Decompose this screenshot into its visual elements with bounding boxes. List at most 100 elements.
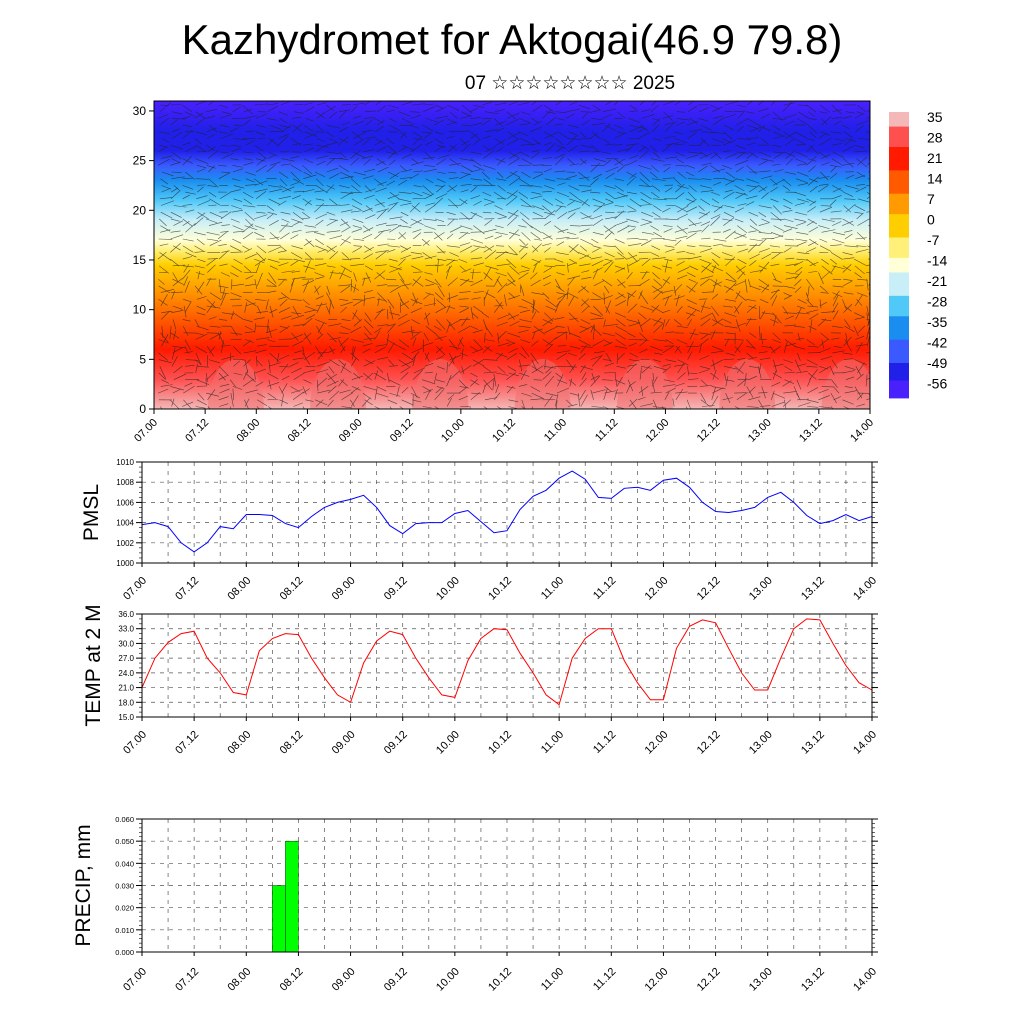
colorbar-cell bbox=[889, 234, 909, 238]
warm-cell bbox=[207, 359, 264, 409]
x-tick-label: 07.12 bbox=[173, 729, 201, 757]
x-tick-label: 11.12 bbox=[591, 575, 618, 602]
colorbar-cell bbox=[889, 237, 909, 241]
colorbar-cell bbox=[889, 255, 909, 259]
colorbar-cell bbox=[889, 298, 909, 303]
colorbar-cell bbox=[889, 330, 909, 335]
y-tick-label: 0.050 bbox=[115, 837, 134, 846]
y-tick-label: 21.0 bbox=[118, 684, 134, 693]
colorbar-cell bbox=[889, 260, 909, 265]
warm-cell bbox=[310, 359, 367, 409]
x-tick-label: 14.00 bbox=[851, 729, 879, 757]
colorbar: 35 28 21 14 7 0 -7 -14 -21 -28 -35 -42 -49 -56 bbox=[889, 109, 947, 399]
colorbar-cell bbox=[889, 354, 909, 358]
x-tick-label: 10.12 bbox=[490, 417, 518, 445]
x-tick-label: 11.12 bbox=[593, 417, 620, 444]
colorbar-cell bbox=[889, 149, 909, 154]
x-tick-label: 10.00 bbox=[434, 729, 462, 757]
y-tick-label: 1008 bbox=[116, 478, 134, 487]
colorbar-cell bbox=[889, 214, 909, 218]
y-tick-label: 20 bbox=[133, 203, 147, 217]
colorbar-cell bbox=[889, 164, 909, 168]
x-tick-label: 11.00 bbox=[542, 417, 569, 444]
y-tick-label: 1002 bbox=[116, 539, 134, 548]
x-tick-label: 10.00 bbox=[434, 575, 462, 603]
colorbar-cell bbox=[889, 275, 909, 279]
colorbar-cell bbox=[889, 240, 909, 244]
y-tick-label: 36.0 bbox=[118, 610, 134, 619]
x-tick-label: 08.00 bbox=[225, 966, 253, 994]
x-tick-label: 14.00 bbox=[851, 966, 879, 994]
precip-bar bbox=[272, 885, 286, 953]
x-tick-label: 12.00 bbox=[643, 966, 671, 994]
colorbar-cell bbox=[889, 170, 909, 174]
colorbar-cell bbox=[889, 173, 909, 177]
x-tick-label: 07.12 bbox=[183, 417, 211, 445]
y-tick-label: 1004 bbox=[116, 519, 134, 528]
colorbar-cell bbox=[889, 362, 909, 367]
colorbar-cell bbox=[889, 351, 909, 355]
colorbar-cell bbox=[889, 144, 909, 148]
colorbar-cell bbox=[889, 310, 909, 314]
colorbar-cell bbox=[889, 292, 909, 297]
colorbar-cell bbox=[889, 284, 909, 288]
colorbar-cell bbox=[889, 158, 909, 163]
x-tick-label: 08.12 bbox=[278, 966, 306, 994]
x-tick-label: 09.12 bbox=[382, 729, 410, 757]
y-tick-label: 0.040 bbox=[115, 859, 134, 868]
colorbar-cell bbox=[889, 155, 909, 160]
colorbar-cell bbox=[889, 301, 909, 306]
warm-cell bbox=[616, 359, 673, 409]
colorbar-cell bbox=[889, 389, 909, 393]
colorbar-cell bbox=[889, 336, 909, 341]
x-tick-label: 10.00 bbox=[439, 417, 467, 445]
colorbar-cell bbox=[889, 135, 909, 139]
colorbar-label: 28 bbox=[927, 130, 943, 146]
y-tick-label: 0.000 bbox=[115, 948, 134, 957]
x-tick-label: 08.00 bbox=[234, 417, 262, 445]
x-tick-label: 13.00 bbox=[746, 417, 774, 445]
colorbar-cell bbox=[889, 217, 909, 221]
x-tick-label: 09.12 bbox=[382, 966, 410, 994]
x-tick-label: 08.12 bbox=[278, 729, 306, 757]
temperature-panel: 15.0 18.0 21.0 24.0 27.0 30.0 33.0 36.0 07.00 07.… bbox=[82, 604, 879, 756]
colorbar-cell bbox=[889, 167, 909, 171]
y-tick-label: 0.010 bbox=[115, 926, 134, 935]
colorbar-cell bbox=[889, 231, 909, 235]
colorbar-cell bbox=[889, 307, 909, 311]
x-tick-label: 09.00 bbox=[337, 417, 365, 445]
x-tick-label: 13.00 bbox=[747, 966, 775, 994]
x-tick-label: 08.00 bbox=[225, 729, 253, 757]
y-tick-label: 33.0 bbox=[118, 625, 134, 634]
colorbar-cell bbox=[889, 345, 909, 349]
colorbar-label: -28 bbox=[927, 294, 947, 310]
colorbar-cell bbox=[889, 114, 909, 119]
colorbar-cell bbox=[889, 380, 909, 384]
colorbar-cell bbox=[889, 272, 909, 276]
colorbar-cell bbox=[889, 290, 909, 294]
colorbar-cell bbox=[889, 184, 909, 189]
colorbar-cell bbox=[889, 193, 909, 198]
colorbar-cell bbox=[889, 176, 909, 180]
colorbar-cell bbox=[889, 325, 909, 329]
colorbar-cell bbox=[889, 196, 909, 200]
y-tick-label: 25 bbox=[133, 154, 147, 168]
colorbar-cell bbox=[889, 179, 909, 183]
colorbar-cell bbox=[889, 281, 909, 285]
x-tick-label: 09.00 bbox=[330, 966, 358, 994]
x-tick-label: 07.12 bbox=[173, 575, 201, 603]
colorbar-cell bbox=[889, 342, 909, 346]
pmsl-panel: 1000 1002 1004 1006 1008 1010 07.00 07.12 08.00 0… bbox=[80, 458, 879, 603]
heatmap-field bbox=[154, 101, 870, 409]
colorbar-cell bbox=[889, 141, 909, 145]
colorbar-cell bbox=[889, 386, 909, 390]
colorbar-cell bbox=[889, 365, 909, 370]
x-tick-label: 12.00 bbox=[644, 417, 672, 445]
colorbar-cell bbox=[889, 219, 909, 224]
colorbar-label: -21 bbox=[927, 273, 947, 289]
colorbar-label: 21 bbox=[927, 150, 943, 166]
x-tick-label: 14.00 bbox=[848, 417, 876, 445]
y-tick-label: 1000 bbox=[116, 559, 134, 568]
y-tick-label: 24.0 bbox=[118, 669, 134, 678]
colorbar-cell bbox=[889, 152, 909, 157]
